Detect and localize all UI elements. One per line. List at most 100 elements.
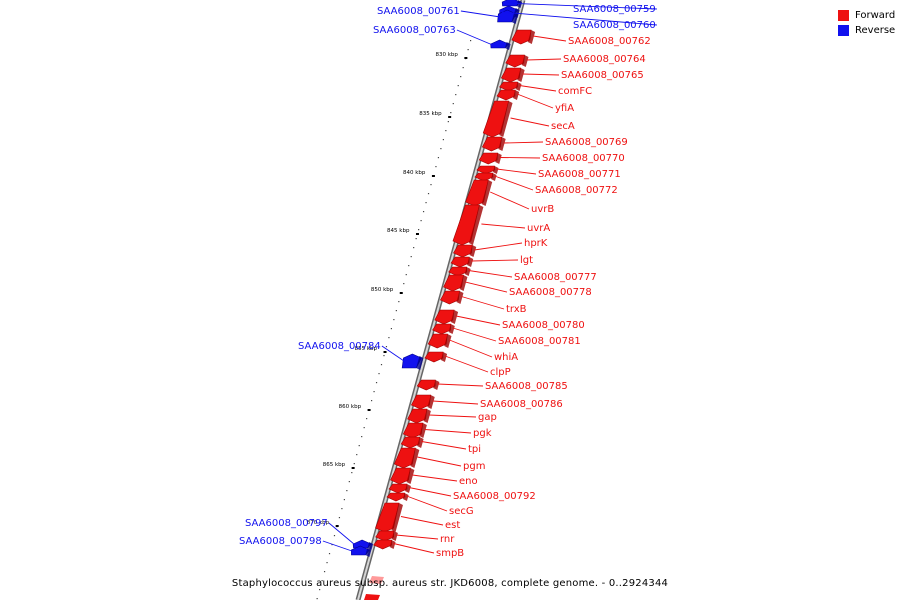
gene-feature-saa6008_00772[interactable] (474, 172, 497, 182)
gene-feature-hprk[interactable] (453, 244, 477, 258)
gene-feature-uvra[interactable] (452, 204, 484, 246)
gene-label[interactable]: secA (551, 121, 575, 132)
gene-feature-rnr[interactable] (375, 530, 398, 542)
scale-dot (440, 148, 442, 150)
scale-dot (319, 589, 321, 591)
gene-feature-saa6008_00764[interactable] (505, 54, 529, 68)
scale-dot (353, 463, 355, 465)
gene-label[interactable]: SAA6008_00778 (509, 287, 592, 298)
gene-feature-secg[interactable] (386, 492, 409, 502)
gene-feature-pgk[interactable] (402, 422, 427, 439)
leader-line (428, 414, 477, 418)
gene-feature-comfc[interactable] (499, 81, 522, 92)
gene-label[interactable]: SAA6008_00786 (480, 399, 563, 410)
gene-label[interactable]: SAA6008_00761 (377, 6, 460, 17)
gene-label[interactable]: gap (478, 412, 497, 423)
gene-label[interactable]: uvrB (531, 204, 554, 215)
gene-label[interactable]: SAA6008_00780 (502, 320, 585, 331)
gene-feature-eno[interactable] (390, 467, 415, 485)
gene-feature-saa6008_00792[interactable] (388, 483, 411, 494)
gene-label[interactable]: SAA6008_00769 (545, 137, 628, 148)
gene-label[interactable]: SAA6008_00771 (538, 169, 621, 180)
scale-dot (452, 103, 454, 105)
gene-label[interactable]: SAA6008_00764 (563, 54, 646, 65)
gene-label[interactable]: rnr (440, 534, 455, 545)
gene-feature-smpb[interactable] (373, 539, 396, 550)
gene-label[interactable]: clpP (490, 367, 511, 378)
gene-label[interactable]: SAA6008_00770 (542, 153, 625, 164)
scale-dot (323, 571, 326, 573)
gene-feature-saa6008_00798[interactable] (351, 545, 372, 557)
scale-dot (408, 265, 410, 267)
gene-label[interactable]: SAA6008_00781 (498, 336, 581, 347)
scale-dot (395, 310, 397, 312)
gene-feature-pgm[interactable] (393, 447, 420, 469)
gene-feature-uvrb[interactable] (465, 179, 493, 207)
gene-label[interactable]: SAA6008_00759 (573, 4, 656, 15)
leader-line (393, 543, 435, 554)
forward-label: Forward (855, 10, 896, 21)
gene-label[interactable]: SAA6008_00772 (535, 185, 618, 196)
leader-line (437, 383, 484, 387)
scale-tick-label: 835 kbp (419, 111, 442, 117)
gene-label[interactable]: eno (459, 476, 478, 487)
gene-label[interactable]: SAA6008_00777 (514, 272, 597, 283)
gene-label[interactable]: trxB (506, 304, 527, 315)
gene-label[interactable]: lgt (520, 255, 533, 266)
gene-feature-saa6008_00797[interactable] (352, 539, 374, 550)
gene-feature-saa6008_00762[interactable] (511, 29, 536, 45)
gene-labels: SAA6008_00759 SAA6008_00760 SAA6008_00761 S… (239, 2, 657, 559)
gene-feature-saa6008_00784[interactable] (401, 353, 424, 370)
gene-label[interactable]: yfiA (555, 103, 574, 114)
gene-feature-gap[interactable] (407, 408, 431, 424)
gene-label[interactable]: secG (449, 506, 474, 517)
gene-feature-trxb[interactable] (440, 290, 464, 305)
gene-label[interactable]: SAA6008_00785 (485, 381, 568, 392)
gene-feature-saa6008_00785[interactable] (416, 379, 440, 391)
leader-line (456, 29, 493, 46)
gene-feature-saa6008_00780[interactable] (434, 309, 459, 325)
leader-line (328, 522, 356, 546)
gene-feature-whia[interactable] (427, 333, 452, 349)
gene-label[interactable]: pgm (463, 461, 485, 472)
gene-label[interactable]: tpi (468, 444, 481, 455)
gene-feature-est[interactable] (375, 502, 403, 533)
leader-line (516, 93, 554, 109)
gene-label[interactable]: SAA6008_00798 (239, 536, 322, 547)
leader-line (395, 534, 439, 540)
gene-feature-saa6008_00771[interactable] (476, 165, 499, 175)
gene-feature-seca[interactable] (482, 100, 513, 138)
gene-label[interactable]: SAA6008_00760 (573, 20, 656, 31)
gene-label[interactable]: SAA6008_00765 (561, 70, 644, 81)
gene-feature-clpp[interactable] (424, 351, 448, 363)
gene-feature-offscreen (364, 594, 380, 600)
scale-dot (380, 364, 383, 366)
scale-dot (437, 157, 440, 159)
gene-label[interactable]: smpB (436, 548, 464, 559)
gene-feature-lgt[interactable] (450, 256, 474, 268)
gene-feature-saa6008_00786[interactable] (411, 394, 435, 410)
gene-feature-tpi[interactable] (400, 436, 424, 449)
gene-feature-saa6008_00765[interactable] (500, 67, 525, 83)
scale-dot (398, 301, 400, 303)
gene-feature-saa6008_00777[interactable] (448, 266, 471, 277)
gene-feature-saa6008_00778[interactable] (443, 274, 468, 292)
gene-feature-saa6008_00770[interactable] (478, 152, 502, 165)
gene-label[interactable]: SAA6008_00784 (298, 341, 381, 352)
scale-dot (403, 283, 405, 285)
gene-label[interactable]: comFC (558, 86, 592, 97)
leader-line (519, 85, 557, 92)
gene-label[interactable]: pgk (473, 428, 492, 439)
gene-feature-yfia[interactable] (496, 89, 520, 101)
gene-label[interactable]: SAA6008_00762 (568, 36, 651, 47)
gene-label[interactable]: whiA (494, 352, 518, 363)
gene-label[interactable]: SAA6008_00792 (453, 491, 536, 502)
gene-label[interactable]: SAA6008_00763 (373, 25, 456, 36)
gene-label[interactable]: hprK (524, 238, 548, 249)
gene-feature-saa6008_00769[interactable] (481, 136, 506, 152)
gene-label[interactable]: uvrA (527, 223, 550, 234)
gene-feature-saa6008_00781[interactable] (432, 323, 455, 335)
gene-label[interactable]: SAA6008_00797 (245, 518, 328, 529)
gene-feature-saa6008_00763[interactable] (490, 39, 511, 50)
gene-label[interactable]: est (445, 520, 460, 531)
